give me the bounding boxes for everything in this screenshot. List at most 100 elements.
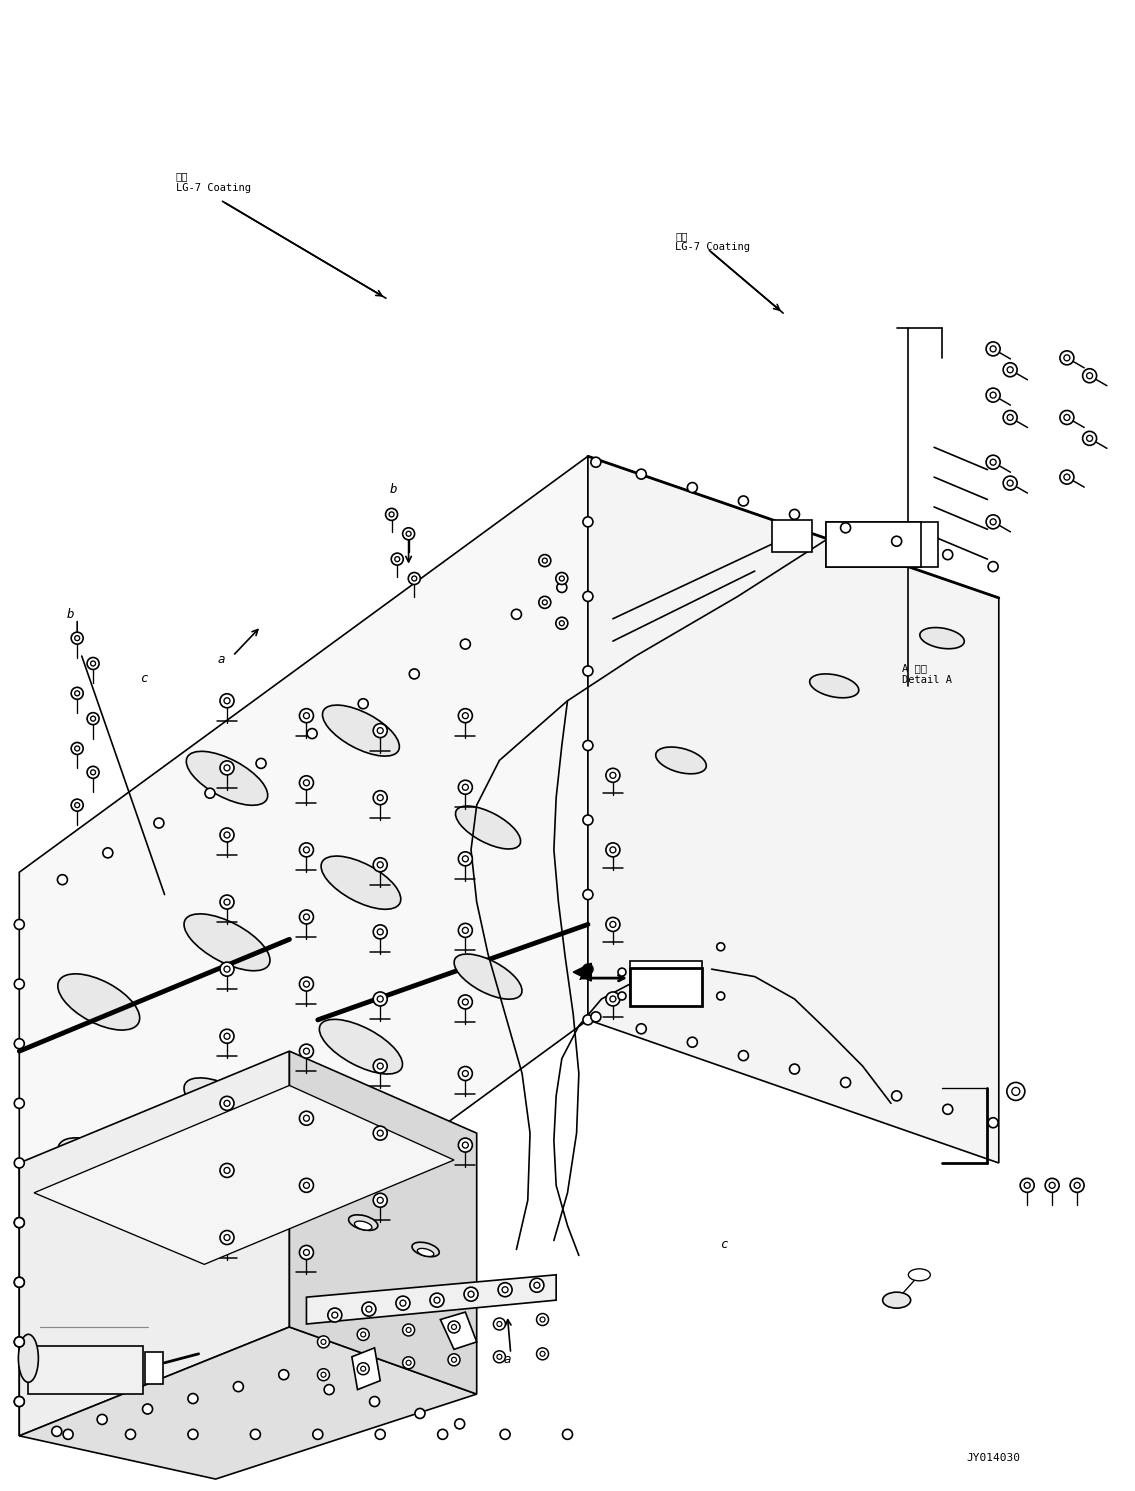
Circle shape: [498, 1282, 512, 1297]
Circle shape: [361, 1331, 365, 1337]
Text: c: c: [721, 1239, 728, 1251]
Circle shape: [143, 1405, 152, 1413]
Circle shape: [1063, 414, 1070, 420]
Circle shape: [220, 1096, 234, 1111]
Circle shape: [986, 388, 1000, 403]
Circle shape: [224, 832, 230, 838]
Circle shape: [609, 772, 616, 778]
Circle shape: [358, 1328, 369, 1340]
Circle shape: [15, 1218, 24, 1227]
Circle shape: [303, 1249, 310, 1255]
Text: b: b: [390, 483, 397, 495]
Circle shape: [300, 842, 313, 857]
Circle shape: [15, 1099, 24, 1108]
Circle shape: [716, 942, 725, 951]
Circle shape: [1020, 1178, 1034, 1193]
Text: c: c: [141, 672, 148, 684]
Ellipse shape: [186, 751, 268, 805]
Circle shape: [377, 795, 384, 801]
Ellipse shape: [883, 1293, 910, 1308]
Circle shape: [300, 1111, 313, 1126]
Circle shape: [943, 550, 952, 559]
Circle shape: [540, 1317, 545, 1323]
Circle shape: [583, 965, 592, 974]
Circle shape: [410, 669, 419, 678]
Circle shape: [462, 1071, 469, 1077]
Circle shape: [461, 640, 470, 649]
Circle shape: [989, 1118, 998, 1127]
Circle shape: [986, 455, 1000, 470]
Circle shape: [412, 576, 417, 581]
Circle shape: [986, 341, 1000, 356]
Circle shape: [1060, 470, 1074, 485]
Circle shape: [300, 977, 313, 992]
Circle shape: [303, 1048, 310, 1054]
Circle shape: [373, 924, 387, 939]
Circle shape: [15, 1337, 24, 1346]
Circle shape: [220, 1230, 234, 1245]
Circle shape: [377, 1197, 384, 1203]
Ellipse shape: [908, 1269, 931, 1281]
Circle shape: [556, 617, 568, 629]
Circle shape: [75, 635, 79, 641]
Circle shape: [464, 1287, 478, 1302]
Circle shape: [224, 1100, 230, 1106]
Circle shape: [716, 992, 725, 1000]
Circle shape: [321, 1372, 326, 1378]
Circle shape: [58, 875, 67, 884]
Circle shape: [415, 1409, 424, 1418]
Circle shape: [539, 555, 550, 567]
Text: a: a: [218, 653, 225, 665]
Circle shape: [1086, 373, 1093, 379]
Circle shape: [688, 1038, 697, 1047]
Circle shape: [373, 1193, 387, 1208]
Circle shape: [512, 610, 521, 619]
Circle shape: [409, 573, 420, 584]
Circle shape: [537, 1314, 548, 1325]
Circle shape: [373, 992, 387, 1006]
Circle shape: [279, 1370, 288, 1379]
Circle shape: [224, 765, 230, 771]
Circle shape: [990, 392, 997, 398]
Circle shape: [530, 1278, 544, 1293]
Circle shape: [359, 699, 368, 708]
Circle shape: [224, 899, 230, 905]
Circle shape: [543, 599, 547, 605]
Circle shape: [459, 708, 472, 723]
Circle shape: [98, 1415, 107, 1424]
Circle shape: [502, 1287, 508, 1293]
Circle shape: [72, 687, 83, 699]
Ellipse shape: [348, 1215, 378, 1230]
Circle shape: [462, 999, 469, 1005]
Polygon shape: [19, 1327, 477, 1479]
Ellipse shape: [656, 747, 706, 774]
Circle shape: [459, 1066, 472, 1081]
Circle shape: [459, 994, 472, 1009]
Circle shape: [224, 698, 230, 704]
Circle shape: [64, 1430, 73, 1439]
Circle shape: [533, 1282, 540, 1288]
Circle shape: [300, 910, 313, 924]
Polygon shape: [352, 1348, 380, 1390]
Circle shape: [989, 562, 998, 571]
Circle shape: [300, 1044, 313, 1059]
Circle shape: [91, 661, 95, 666]
Circle shape: [91, 716, 95, 722]
Circle shape: [220, 693, 234, 708]
Circle shape: [790, 510, 799, 519]
Text: a: a: [504, 1354, 511, 1366]
Circle shape: [87, 658, 99, 669]
Circle shape: [583, 741, 592, 750]
Circle shape: [389, 511, 394, 517]
Circle shape: [377, 728, 384, 734]
Circle shape: [1060, 350, 1074, 365]
Polygon shape: [306, 1275, 556, 1324]
Circle shape: [583, 592, 592, 601]
Circle shape: [1045, 1178, 1059, 1193]
Circle shape: [377, 862, 384, 868]
Circle shape: [403, 528, 414, 540]
Circle shape: [609, 847, 616, 853]
Circle shape: [1011, 1087, 1020, 1096]
Circle shape: [72, 743, 83, 754]
Circle shape: [396, 1296, 410, 1311]
